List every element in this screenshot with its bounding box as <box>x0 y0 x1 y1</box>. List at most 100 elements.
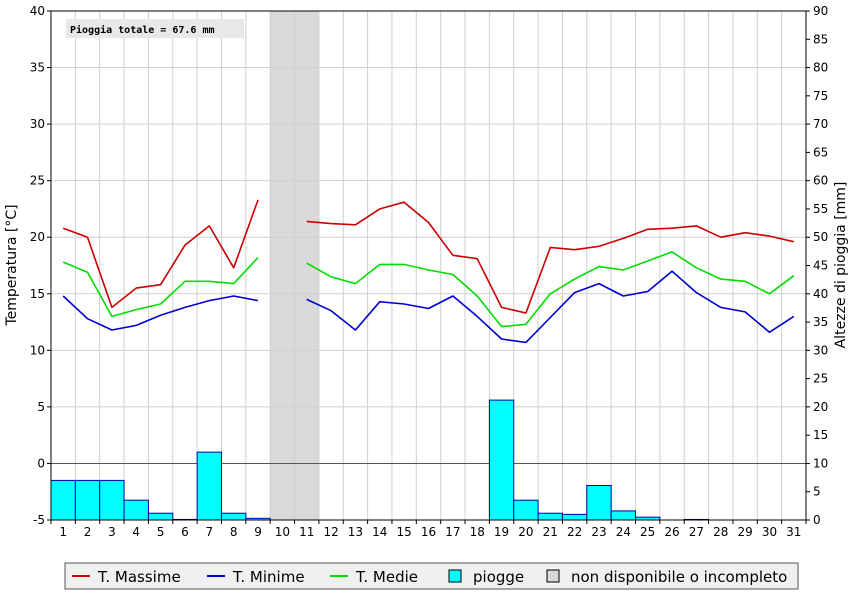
x-tick-label: 7 <box>205 525 213 539</box>
x-tick-label: 17 <box>445 525 460 539</box>
legend-label-t-massime: T. Massime <box>97 568 181 586</box>
rain-bar-day-22 <box>561 513 588 521</box>
y-left-tick-label: 5 <box>37 400 45 414</box>
legend: T. Massime T. Minime T. Medie piogge non dis… <box>64 562 799 590</box>
x-tick-label: 26 <box>664 525 679 539</box>
legend-label-piogge: piogge <box>473 568 524 586</box>
legend-box <box>64 562 799 590</box>
rain-bar-day-1 <box>50 479 76 521</box>
y-right-tick-label: 40 <box>813 287 828 301</box>
x-tick-label: 16 <box>421 525 436 539</box>
y-left-tick-label: 20 <box>30 230 45 244</box>
series-line-t-massime <box>306 201 794 314</box>
rain-bar-day-20 <box>513 499 539 521</box>
x-tick-label: 21 <box>543 525 558 539</box>
legend-label-t-medie: T. Medie <box>355 568 418 586</box>
y-right-tick-label: 75 <box>813 89 828 103</box>
y-right-tick-label: 30 <box>813 343 828 357</box>
x-tick-label: 9 <box>254 525 262 539</box>
rain-bar-day-5 <box>147 512 174 521</box>
x-tick-label: 6 <box>181 525 189 539</box>
y-right-tick-label: 60 <box>813 174 828 188</box>
x-tick-label: 23 <box>591 525 606 539</box>
x-tick-label: 10 <box>275 525 290 539</box>
x-tick-label: 5 <box>157 525 165 539</box>
y-right-tick-label: 65 <box>813 145 828 159</box>
unavailable-band-day-10 <box>270 11 295 520</box>
x-tick-label: 28 <box>713 525 728 539</box>
x-tick-label: 11 <box>299 525 314 539</box>
legend-label-t-minime: T. Minime <box>232 568 305 586</box>
x-tick-label: 8 <box>230 525 238 539</box>
series-line-t-massime <box>62 199 259 309</box>
x-tick-label: 20 <box>518 525 533 539</box>
x-tick-label: 14 <box>372 525 387 539</box>
rain-bar-day-2 <box>74 479 101 521</box>
y-right-tick-label: 55 <box>813 202 828 216</box>
legend-swatch-piogge <box>448 569 462 583</box>
y-right-tick-label: 20 <box>813 400 828 414</box>
y-left-tick-label: 25 <box>30 174 45 188</box>
unavailable-bands <box>270 11 319 520</box>
x-tick-label: 27 <box>689 525 704 539</box>
y-left-tick-label: 35 <box>30 61 45 75</box>
temperature-lines <box>62 199 795 344</box>
rain-bar-day-24 <box>610 510 637 521</box>
y-left-tick-label: 40 <box>30 4 45 18</box>
x-tick-label: 13 <box>348 525 363 539</box>
x-tick-label: 22 <box>567 525 582 539</box>
x-axis-ticks: 1 2 3 4 5 6 7 8 9 10 11 12 13 14 15 16 17 18 19 20 21 22 23 24 2… <box>50 520 807 539</box>
y-right-tick-label: 90 <box>813 4 828 18</box>
y-right-tick-label: 50 <box>813 230 828 244</box>
series-line-t-minime <box>62 295 259 331</box>
y-left-tick-label: 10 <box>30 343 45 357</box>
y-right-tick-label: 70 <box>813 117 828 131</box>
annotation-box <box>66 19 244 38</box>
x-tick-label: 19 <box>494 525 509 539</box>
x-tick-label: 25 <box>640 525 655 539</box>
x-tick-label: 18 <box>470 525 485 539</box>
rain-bars <box>50 399 710 521</box>
rain-bar-day-8 <box>220 512 247 521</box>
x-tick-label: 3 <box>108 525 116 539</box>
legend-swatch-non-disponibile-o-incompleto <box>546 569 560 583</box>
unavailable-band-day-11 <box>294 11 319 520</box>
rain-bar-day-4 <box>123 499 149 521</box>
y-right-tick-label: 80 <box>813 61 828 75</box>
x-tick-label: 30 <box>762 525 777 539</box>
y-axis-right-title: Altezze di pioggia [mm] <box>833 182 849 349</box>
y-left-tick-label: 15 <box>30 287 45 301</box>
y-right-tick-label: 5 <box>813 485 821 499</box>
rain-bar-day-7 <box>196 451 222 521</box>
legend-label-non-disponibile-o-incompleto: non disponibile o incompleto <box>571 568 787 586</box>
y-right-tick-label: 10 <box>813 456 828 470</box>
series-line-t-minime <box>306 270 795 344</box>
y-right-tick-label: 15 <box>813 428 828 442</box>
x-tick-label: 12 <box>323 525 338 539</box>
series-line-t-medie <box>62 257 259 318</box>
x-tick-label: 4 <box>132 525 140 539</box>
rain-bar-day-19 <box>488 399 515 521</box>
y-right-tick-label: 35 <box>813 315 828 329</box>
y-right-tick-label: 85 <box>813 32 828 46</box>
rain-bar-day-3 <box>99 479 125 521</box>
x-tick-label: 29 <box>737 525 752 539</box>
x-tick-label: 31 <box>786 525 801 539</box>
rain-bar-day-21 <box>537 512 563 521</box>
x-tick-label: 1 <box>59 525 67 539</box>
x-tick-label: 24 <box>616 525 631 539</box>
y-axis-left-title: Temperatura [°C] <box>4 204 20 326</box>
y-right-tick-label: 25 <box>813 372 828 386</box>
x-tick-label: 15 <box>397 525 412 539</box>
y-right-tick-label: 0 <box>813 513 821 527</box>
rain-total-annotation: Pioggia totale = 67.6 mm <box>70 24 215 36</box>
y-left-tick-label: 30 <box>30 117 45 131</box>
y-left-tick-label: -5 <box>33 513 45 527</box>
series-line-t-medie <box>306 251 795 328</box>
rain-bar-day-23 <box>586 485 612 521</box>
right-axis-ticks: 0 5 10 15 20 25 30 35 40 45 50 55 60 65 70 75 80 85 90 <box>806 4 828 527</box>
left-axis-ticks: -5 0 5 10 15 20 25 30 35 40 <box>30 4 51 527</box>
x-tick-label: 2 <box>84 525 92 539</box>
y-left-tick-label: 0 <box>37 456 45 470</box>
